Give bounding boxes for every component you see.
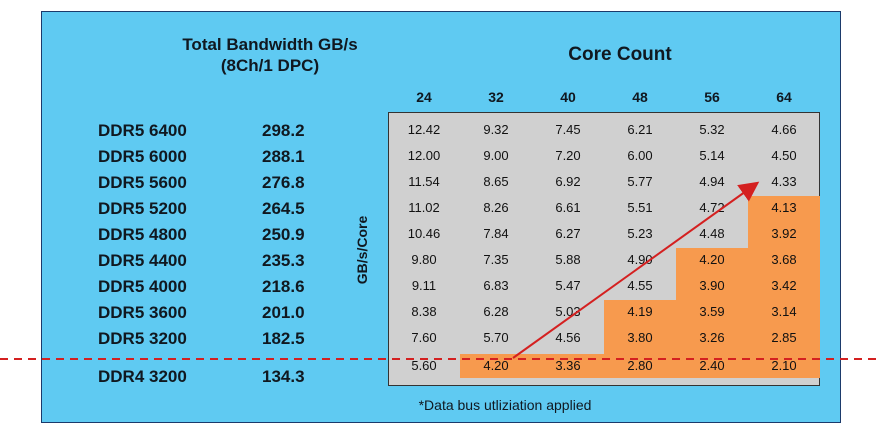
value-cell: 4.19 (604, 300, 676, 327)
footnote: *Data bus utliziation applied (418, 397, 592, 413)
core-count-header: 24 (416, 89, 432, 105)
value-cell: 5.70 (483, 330, 509, 345)
value-cell: 2.10 (748, 354, 820, 378)
value-cell: 4.90 (627, 252, 653, 267)
memory-type-label: DDR5 3200 (98, 329, 187, 348)
value-cell: 5.14 (699, 148, 725, 163)
total-bandwidth-value: 264.5 (262, 199, 305, 218)
value-cell: 5.51 (627, 200, 653, 215)
value-cell: 4.20 (460, 354, 532, 378)
value-cell: 10.46 (407, 226, 441, 241)
value-cell: 3.92 (748, 222, 820, 249)
value-cell: 9.32 (483, 122, 509, 137)
value-cell: 7.45 (555, 122, 581, 137)
value-cell: 8.65 (483, 174, 509, 189)
value-cell: 3.59 (676, 300, 748, 327)
total-bandwidth-value: 235.3 (262, 251, 305, 270)
value-cell: 2.80 (604, 354, 676, 378)
value-cell: 4.55 (627, 278, 653, 293)
core-count-title: Core Count (568, 44, 672, 65)
value-cell: 3.42 (748, 274, 820, 301)
total-bandwidth-value: 134.3 (262, 367, 305, 386)
value-cell: 4.50 (771, 148, 797, 163)
value-cell: 3.26 (676, 326, 748, 355)
memory-type-label: DDR5 5600 (98, 173, 187, 192)
value-cell: 4.66 (771, 122, 797, 137)
value-cell: 6.00 (627, 148, 653, 163)
bandwidth-title: Total Bandwidth GB/s (8Ch/1 DPC) (170, 34, 370, 76)
value-cell: 2.85 (748, 326, 820, 355)
total-bandwidth-value: 182.5 (262, 329, 305, 348)
value-cell: 7.20 (555, 148, 581, 163)
value-cell: 4.56 (555, 330, 581, 345)
memory-type-label: DDR5 6000 (98, 147, 187, 166)
value-cell: 9.11 (411, 278, 437, 293)
value-cell: 9.80 (411, 252, 437, 267)
total-bandwidth-value: 276.8 (262, 173, 305, 192)
value-cell: 4.72 (699, 200, 725, 215)
value-cell: 4.33 (771, 174, 797, 189)
value-cell: 6.92 (555, 174, 581, 189)
memory-type-label: DDR5 3600 (98, 303, 187, 322)
value-cell: 5.32 (699, 122, 725, 137)
value-cell: 6.61 (555, 200, 581, 215)
value-cell: 6.27 (555, 226, 581, 241)
value-cell: 9.00 (483, 148, 509, 163)
value-cell: 5.47 (555, 278, 581, 293)
memory-type-label: DDR4 3200 (98, 367, 187, 386)
value-cell: 2.40 (676, 354, 748, 378)
value-cell: 7.84 (483, 226, 509, 241)
value-cell: 5.60 (411, 358, 437, 373)
value-cell: 7.60 (411, 330, 437, 345)
bandwidth-title-line2: (8Ch/1 DPC) (220, 56, 320, 75)
core-count-header: 64 (776, 89, 792, 105)
value-cell: 3.90 (676, 274, 748, 301)
value-grid: 12.42 9.32 7.45 6.21 5.32 4.66 12.00 9.00 7.20 6.… (388, 112, 820, 386)
bandwidth-title-line1: Total Bandwidth GB/s (182, 35, 358, 54)
core-count-header: 32 (488, 89, 504, 105)
value-cell: 4.20 (676, 248, 748, 275)
core-count-header: 56 (704, 89, 720, 105)
value-cell: 11.54 (408, 174, 440, 189)
memory-type-label: DDR5 5200 (98, 199, 187, 218)
value-cell: 3.68 (748, 248, 820, 275)
value-cell: 4.13 (748, 196, 820, 223)
core-count-header: 48 (632, 89, 648, 105)
total-bandwidth-value: 298.2 (262, 121, 305, 140)
value-cell: 4.48 (699, 226, 725, 241)
value-cell: 6.83 (483, 278, 509, 293)
value-cell: 6.21 (627, 122, 653, 137)
value-cell: 5.23 (627, 226, 653, 241)
value-cell: 12.00 (407, 148, 441, 163)
value-cell: 3.36 (532, 354, 604, 378)
memory-type-label: DDR5 6400 (98, 121, 187, 140)
value-cell: 7.35 (483, 252, 509, 267)
value-cell: 12.42 (407, 122, 441, 137)
total-bandwidth-value: 201.0 (262, 303, 305, 322)
value-cell: 8.26 (483, 200, 509, 215)
value-cell: 4.94 (699, 174, 725, 189)
value-cell: 6.28 (483, 304, 509, 319)
y-axis-label: GB/s/Core (354, 215, 370, 285)
value-cell: 5.77 (627, 174, 653, 189)
value-cell: 5.88 (555, 252, 581, 267)
total-bandwidth-value: 218.6 (262, 277, 305, 296)
memory-type-label: DDR5 4000 (98, 277, 187, 296)
value-cell: 3.80 (604, 326, 676, 355)
value-cell: 5.03 (555, 304, 581, 319)
memory-type-label: DDR5 4800 (98, 225, 187, 244)
memory-type-label: DDR5 4400 (98, 251, 187, 270)
value-cell: 11.02 (408, 200, 440, 215)
total-bandwidth-value: 288.1 (262, 147, 305, 166)
value-cell: 3.14 (748, 300, 820, 327)
total-bandwidth-value: 250.9 (262, 225, 305, 244)
core-count-header: 40 (560, 89, 576, 105)
value-cell: 8.38 (411, 304, 437, 319)
